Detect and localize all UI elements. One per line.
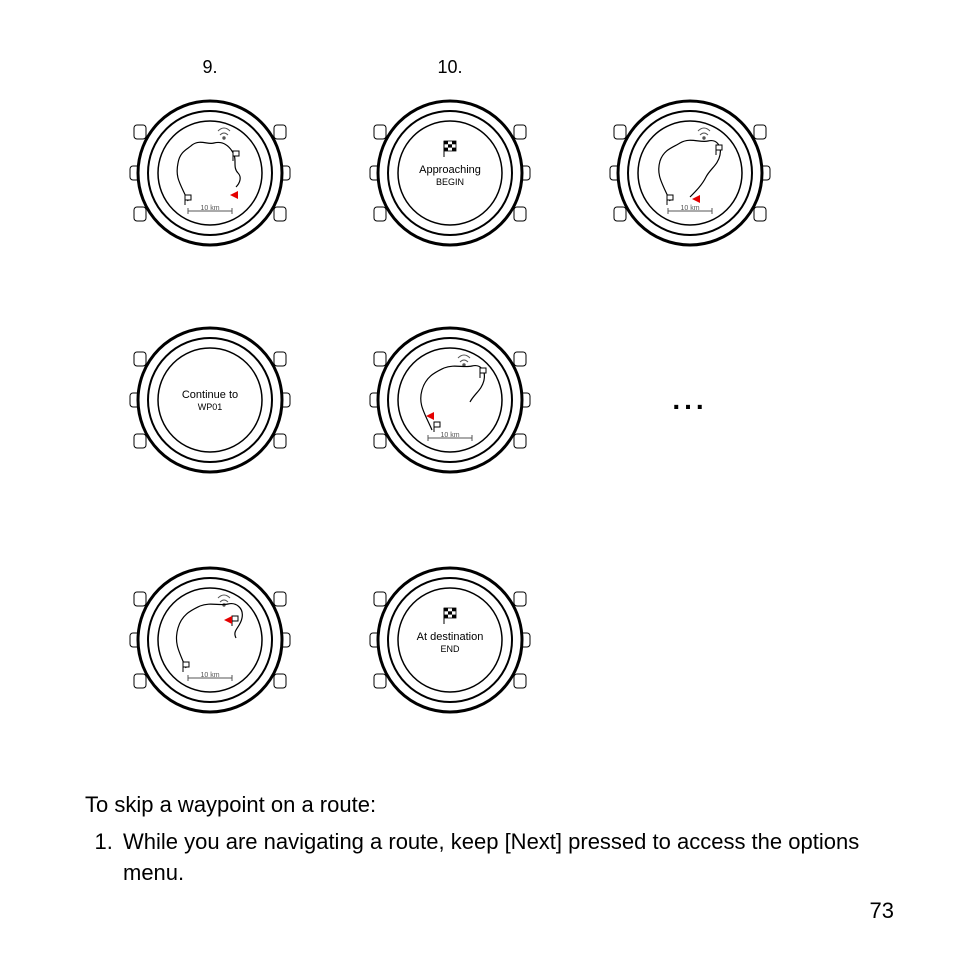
watch-face-map: 10 km bbox=[120, 83, 300, 263]
intro-line: To skip a waypoint on a route: bbox=[85, 790, 875, 821]
scale-label: 10 km bbox=[440, 432, 459, 439]
watch-face-continue: Continue to WP01 bbox=[120, 310, 300, 490]
watch-face-approaching: Approaching BEGIN bbox=[360, 83, 540, 263]
grid-cell: At destination END bbox=[330, 550, 570, 730]
grid-cell: 10 km bbox=[330, 310, 570, 490]
ellipsis-icon: ... bbox=[590, 384, 790, 416]
watch-face-map: 10 km bbox=[120, 550, 300, 730]
instruction-text: To skip a waypoint on a route: While you… bbox=[85, 790, 875, 888]
grid-cell: 10. bbox=[330, 57, 570, 263]
grid-row: 9. bbox=[90, 40, 850, 280]
grid-cell: 9. bbox=[90, 57, 330, 263]
grid-cell: 10 km bbox=[570, 57, 810, 263]
watch-text-line2: END bbox=[440, 644, 460, 654]
watch-grid: 9. bbox=[90, 40, 850, 760]
watch-text-line2: WP01 bbox=[198, 402, 223, 412]
manual-page: 9. bbox=[0, 0, 954, 954]
watch-text-line1: Approaching bbox=[419, 164, 481, 176]
instruction-list: While you are navigating a route, keep [… bbox=[85, 827, 875, 889]
step-number: 9. bbox=[202, 57, 217, 77]
watch-face-map: 10 km bbox=[600, 83, 780, 263]
grid-row: Continue to WP01 bbox=[90, 280, 850, 520]
step-number: 10. bbox=[437, 57, 462, 77]
list-item: While you are navigating a route, keep [… bbox=[119, 827, 875, 889]
grid-cell: 10 km bbox=[90, 550, 330, 730]
watch-text-line2: BEGIN bbox=[436, 177, 464, 187]
grid-cell: ... bbox=[570, 384, 810, 416]
watch-face-destination: At destination END bbox=[360, 550, 540, 730]
grid-cell: Continue to WP01 bbox=[90, 310, 330, 490]
scale-label: 10 km bbox=[680, 205, 699, 212]
scale-label: 10 km bbox=[200, 205, 219, 212]
watch-face-map: 10 km bbox=[360, 310, 540, 490]
grid-row: 10 km bbox=[90, 520, 850, 760]
page-number: 73 bbox=[870, 898, 894, 924]
watch-text-line1: Continue to bbox=[182, 389, 238, 401]
watch-text-line1: At destination bbox=[417, 631, 484, 643]
scale-label: 10 km bbox=[200, 672, 219, 679]
